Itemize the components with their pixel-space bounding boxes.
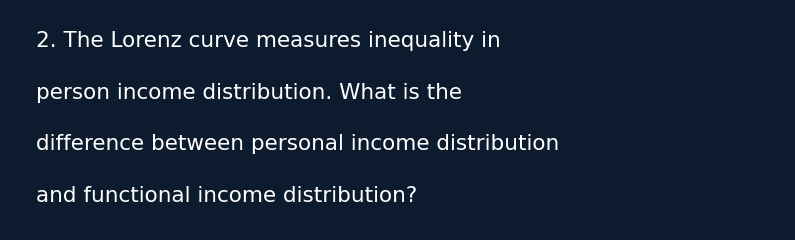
Text: person income distribution. What is the: person income distribution. What is the — [36, 83, 462, 103]
Text: and functional income distribution?: and functional income distribution? — [36, 186, 417, 206]
Text: difference between personal income distribution: difference between personal income distr… — [36, 134, 559, 154]
Text: 2. The Lorenz curve measures inequality in: 2. The Lorenz curve measures inequality … — [36, 31, 501, 51]
